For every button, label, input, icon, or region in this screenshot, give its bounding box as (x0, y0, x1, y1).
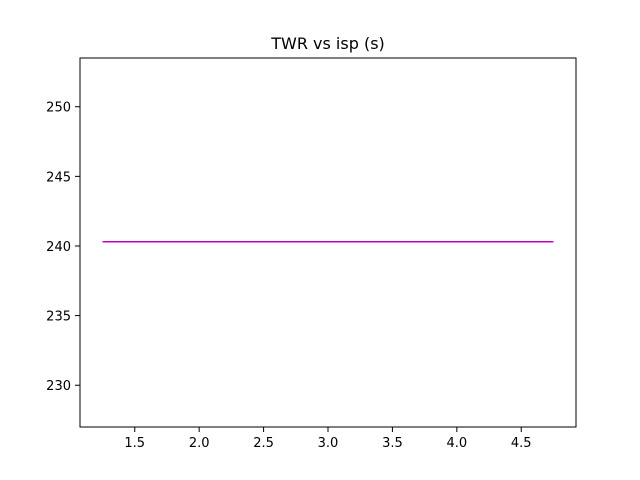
y-tick-label-4: 245 (46, 170, 71, 185)
x-tick-label-3: 2.5 (253, 436, 274, 451)
y-tick-label-3: 240 (46, 240, 71, 255)
x-tick-label-2: 2.0 (189, 436, 210, 451)
y-tick-label-1: 230 (46, 379, 71, 394)
y-axis: 230 235 240 245 250 (46, 101, 80, 394)
x-tick-label-6: 4.0 (446, 436, 467, 451)
chart-title: TWR vs isp (s) (270, 34, 385, 53)
x-tick-label-1: 1.5 (124, 436, 145, 451)
x-tick-label-4: 3.0 (318, 436, 339, 451)
x-tick-label-7: 4.5 (511, 436, 532, 451)
y-tick-label-5: 250 (46, 101, 71, 116)
y-tick-label-2: 235 (46, 310, 71, 325)
x-axis: 1.5 2.0 2.5 3.0 3.5 4.0 4.5 (124, 427, 532, 451)
plot-frame (79, 57, 577, 428)
x-tick-label-5: 3.5 (382, 436, 403, 451)
